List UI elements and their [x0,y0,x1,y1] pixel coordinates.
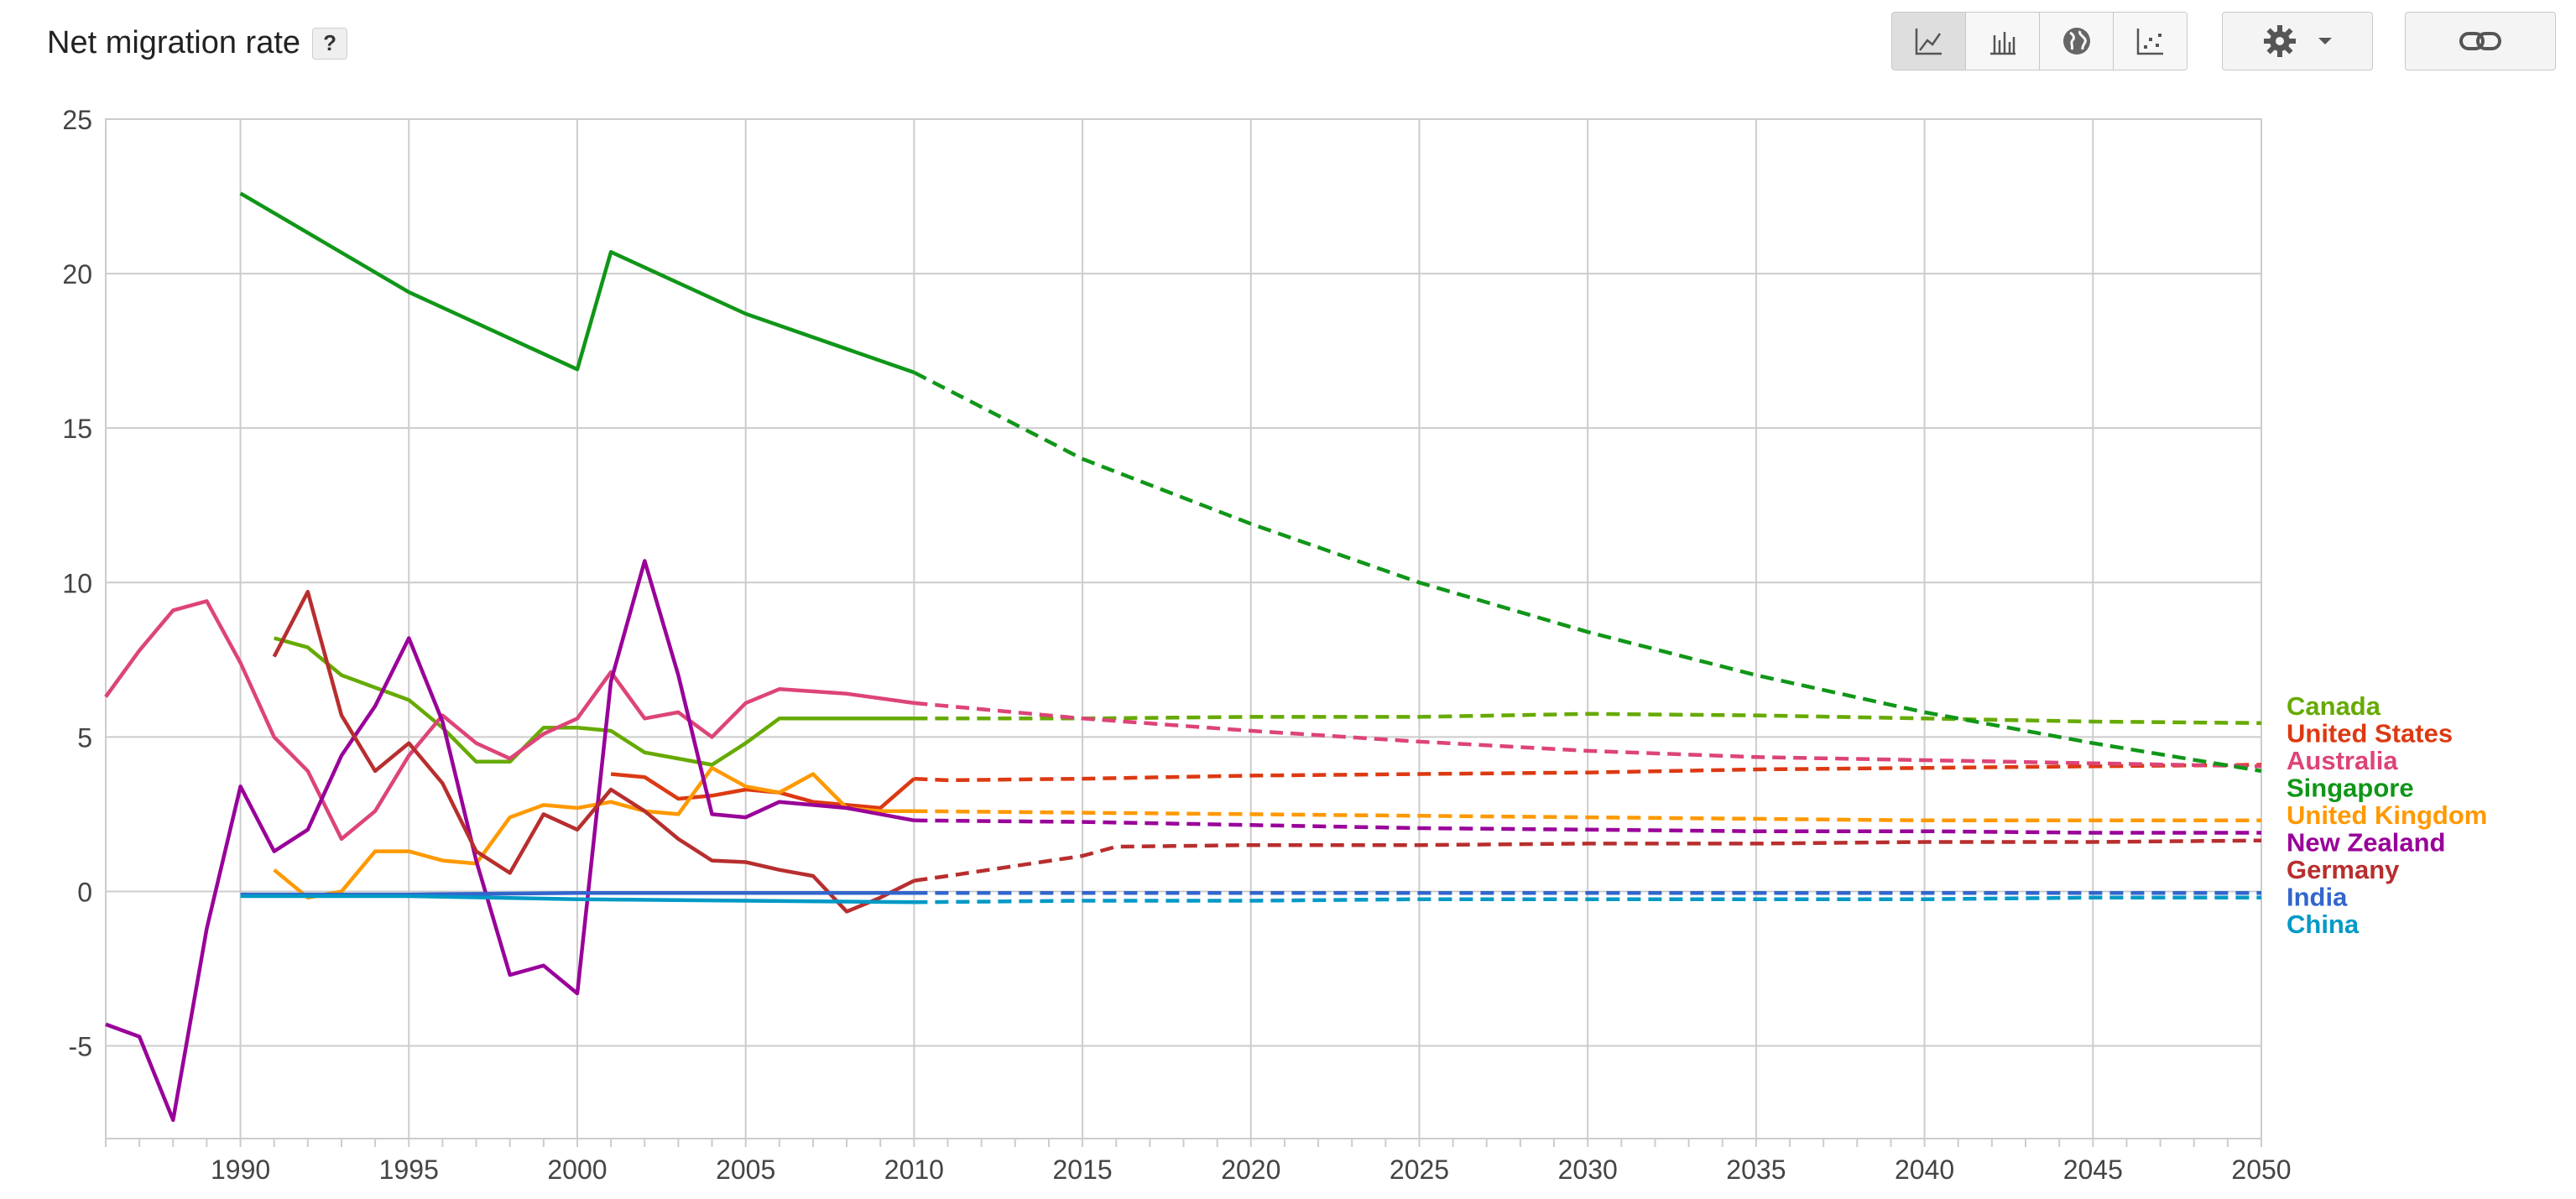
chart-type-toolbar [1891,12,2188,70]
x-tick-label: 2000 [547,1155,607,1185]
line-chart-icon [1915,29,1942,55]
legend-item: United States [2287,719,2453,748]
legend-item: China [2287,910,2360,939]
globe-icon [2062,28,2090,55]
series-line [272,590,915,914]
bar-chart-icon [1989,32,2015,55]
line-chart-button[interactable] [1892,13,1966,70]
legend-item: India [2287,883,2348,912]
x-tick-label: 2045 [2063,1155,2123,1185]
series-projection-line [914,818,2261,835]
series-line [273,765,915,900]
series-line [239,191,915,375]
legend-item: New Zealand [2287,828,2446,858]
help-button[interactable]: ? [312,27,348,60]
bar-chart-button[interactable] [1966,13,2040,70]
series-line [240,894,915,904]
y-tick-label: 25 [62,105,92,135]
series-projection-line [914,895,2261,904]
series-projection-line [914,809,2261,823]
series-projection-line [914,701,2262,769]
y-tick-label: 5 [77,722,92,753]
series-line [104,599,915,842]
gear-icon [2264,25,2296,57]
y-tick-label: 0 [77,877,92,907]
x-tick-label: 2035 [1726,1155,1786,1185]
x-tick-label: 2015 [1052,1155,1112,1185]
x-tick-label: 2005 [716,1155,775,1185]
link-button[interactable] [2405,12,2556,70]
series-projection-line [914,838,2262,883]
series-projection-line [914,763,2262,783]
y-tick-label: 20 [62,259,92,289]
x-tick-label: 2050 [2231,1155,2291,1185]
legend-item: Canada [2287,691,2381,721]
legend-item: Singapore [2287,774,2414,803]
y-tick-label: 15 [62,414,92,444]
x-tick-label: 2030 [1558,1155,1618,1185]
series-projection-line [914,712,2262,726]
page-title: Net migration rate [47,25,301,60]
x-tick-label: 1990 [211,1155,270,1185]
scatter-chart-icon [2136,29,2163,55]
x-tick-label: 2040 [1895,1155,1954,1185]
x-tick-label: 2020 [1221,1155,1280,1185]
legend-item: Germany [2287,855,2400,884]
scatter-chart-button[interactable] [2114,13,2187,70]
x-tick-label: 2010 [884,1155,944,1185]
chevron-down-icon [2318,38,2332,44]
chart-header: Net migration rate ? [47,25,348,61]
settings-button[interactable] [2222,12,2373,70]
legend-item: Australia [2287,746,2398,775]
link-icon [2459,32,2501,50]
x-tick-label: 1995 [379,1155,439,1185]
y-tick-label: 10 [62,568,92,598]
y-tick-label: -5 [69,1032,92,1062]
series-projection-line [913,370,2262,774]
map-chart-button[interactable] [2040,13,2114,70]
x-tick-label: 2025 [1390,1155,1449,1185]
plot-area [105,118,2262,1139]
legend-item: United Kingdom [2287,800,2487,830]
series-line [105,559,915,1123]
series-line [274,636,915,767]
